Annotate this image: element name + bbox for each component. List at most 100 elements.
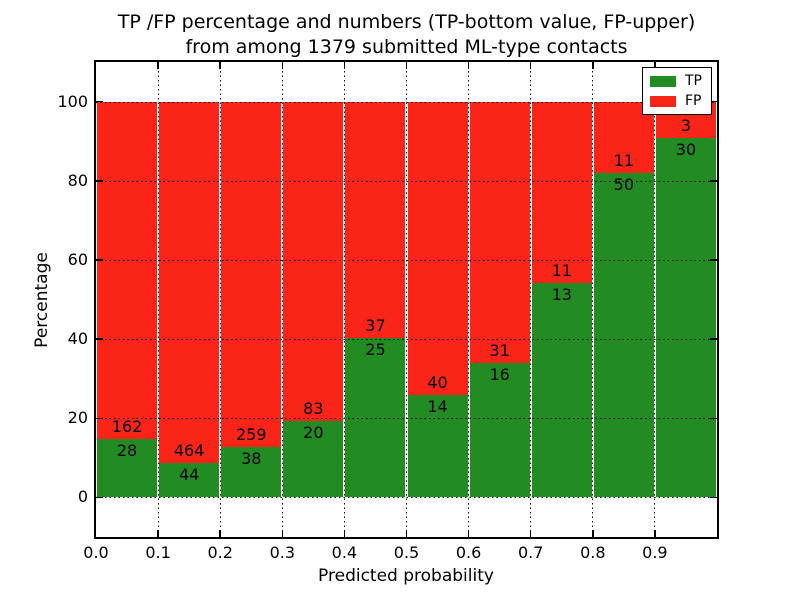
x-tick-label: 0.8 [580,543,606,562]
y-tick-mark-left [96,100,103,103]
tp-bar-segment [407,394,468,498]
chart-title-line2: from among 1379 submitted ML-type contac… [185,36,628,58]
vertical-gridline [157,62,159,537]
x-tick-label: 0.5 [393,543,420,562]
tp-count-label: 30 [675,139,697,159]
fp-count-label: 37 [365,315,386,335]
legend-entry: FP [650,93,702,109]
x-tick-mark-top [467,62,470,69]
tp-count-label: 44 [178,465,200,485]
x-tick-mark-bottom [281,530,284,537]
tp-bar-segment [97,439,158,498]
x-tick-mark-bottom [529,530,532,537]
fp-count-label: 259 [235,424,267,444]
tp-bar-segment [593,172,654,498]
tp-bar-segment [221,446,282,498]
chart-title: TP /FP percentage and numbers (TP-bottom… [96,10,717,60]
x-tick-mark-top [405,62,408,69]
fp-count-label: 83 [303,398,324,418]
x-tick-mark-top [219,62,221,69]
fp-bar-segment [97,101,158,440]
fp-bar-segment [221,101,282,447]
y-tick-label: 100 [57,91,88,111]
y-tick-mark-left [96,417,103,419]
tp-bar-segment [283,420,344,498]
x-tick-mark-bottom [157,530,159,537]
x-tick-label: 0.0 [83,543,109,562]
y-tick-mark-right [710,100,717,103]
legend-entry: TP [650,73,702,89]
fp-bar-segment [469,101,530,363]
y-tick-mark-left [96,496,103,499]
tp-count-label: 28 [116,441,138,461]
x-tick-label: 0.2 [207,543,233,562]
x-tick-label: 0.1 [145,543,171,562]
vertical-gridline [219,62,221,537]
x-tick-mark-bottom [219,530,221,537]
tp-count-label: 25 [365,339,386,359]
y-tick-label: 20 [67,408,88,428]
y-tick-mark-left [96,180,103,182]
tp-count-label: 20 [303,422,324,442]
y-tick-label: 60 [67,249,88,269]
y-tick-label: 40 [67,329,88,349]
tp-count-label: 14 [427,396,448,416]
fp-count-label: 11 [551,261,572,280]
legend-entry-label: FP [685,93,702,109]
vertical-gridline [281,62,283,537]
tp-count-label: 38 [241,448,262,468]
vertical-gridline [592,62,594,537]
fp-bar-segment [531,101,592,283]
fp-count-label: 31 [489,340,510,360]
x-tick-label: 0.9 [642,543,668,562]
tp-bar-segment [159,463,220,498]
y-tick-mark-right [710,496,717,499]
x-tick-mark-top [654,62,656,69]
tp-count-label: 50 [613,174,635,194]
fp-count-label: 3 [680,115,692,135]
tp-bar-segment [655,137,716,498]
y-tick-label: 80 [67,170,88,190]
fp-count-label: 11 [613,150,635,170]
tp-bar-segment [469,362,530,498]
x-tick-label: 0.3 [269,543,296,562]
x-tick-mark-bottom [467,530,470,537]
x-tick-mark-top [281,62,284,69]
fp-count-label: 162 [111,417,143,437]
legend-entry-label: TP [685,73,702,89]
plot-area: 162 28 464 44 259 38 83 20 37 25 40 14 31 16 11 13 11 50 3… [94,60,719,539]
vertical-gridline [468,62,470,537]
x-tick-label: 0.4 [331,543,358,562]
x-tick-mark-bottom [405,530,408,537]
fp-count-label: 464 [173,441,205,461]
vertical-gridline [654,62,656,537]
fp-count-label: 40 [427,372,448,392]
y-tick-mark-left [96,338,103,340]
tp-count-label: 16 [489,364,510,384]
x-tick-mark-bottom [654,530,656,537]
vertical-gridline [343,62,345,537]
x-tick-mark-bottom [592,530,594,537]
fp-bar-segment [159,101,220,464]
y-tick-mark-right [710,417,717,419]
fp-legend-swatch [650,95,676,107]
y-tick-label: 0 [77,487,88,507]
tp-legend-swatch [650,75,676,87]
y-tick-mark-right [710,338,717,340]
tp-count-label: 13 [551,285,572,304]
chart-title-line1: TP /FP percentage and numbers (TP-bottom… [117,11,696,33]
x-tick-mark-bottom [343,530,346,537]
fp-bar-segment [345,101,406,338]
vertical-gridline [406,62,407,537]
vertical-gridline [530,62,532,537]
y-tick-mark-right [710,259,717,261]
x-tick-mark-top [343,62,346,69]
x-axis-label: Predicted probability [318,566,494,586]
tp-bar-segment [345,337,406,498]
y-tick-mark-right [710,180,717,182]
fp-bar-segment [283,101,344,421]
x-tick-mark-top [529,62,532,69]
legend: TP FP [642,67,712,115]
y-tick-mark-left [96,259,103,261]
